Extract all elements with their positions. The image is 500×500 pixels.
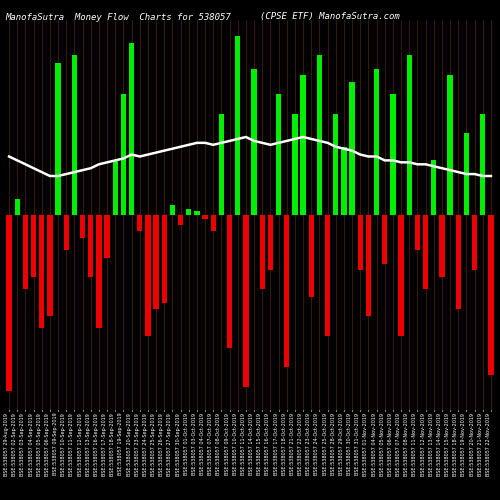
Bar (300, 74, 306, 215)
Bar (390, 94, 396, 215)
Bar (14, 200, 20, 215)
Bar (317, 55, 322, 215)
Bar (210, 215, 216, 230)
Text: ManofaSutra  Money Flow  Charts for 538057: ManofaSutra Money Flow Charts for 538057 (5, 12, 231, 22)
Bar (333, 114, 338, 215)
Bar (382, 215, 388, 264)
Bar (456, 215, 461, 308)
Bar (112, 160, 118, 215)
Bar (406, 55, 412, 215)
Bar (472, 215, 477, 270)
Bar (178, 215, 183, 225)
Bar (431, 160, 436, 215)
Bar (464, 133, 469, 215)
Bar (440, 215, 444, 278)
Bar (129, 44, 134, 215)
Bar (23, 215, 28, 289)
Bar (292, 114, 298, 215)
Bar (227, 215, 232, 348)
Bar (398, 215, 404, 336)
Bar (252, 68, 256, 215)
Bar (235, 36, 240, 215)
Bar (121, 94, 126, 215)
Bar (31, 215, 36, 278)
Text: (CPSE ETF) ManofaSutra.com: (CPSE ETF) ManofaSutra.com (260, 12, 400, 22)
Bar (96, 215, 102, 328)
Bar (88, 215, 94, 278)
Bar (202, 215, 207, 219)
Bar (80, 215, 85, 238)
Bar (48, 215, 52, 316)
Bar (64, 215, 69, 250)
Bar (423, 215, 428, 289)
Bar (260, 215, 265, 289)
Bar (170, 205, 175, 215)
Bar (268, 215, 273, 270)
Bar (56, 63, 60, 215)
Bar (366, 215, 371, 316)
Bar (358, 215, 363, 270)
Bar (448, 74, 452, 215)
Bar (480, 114, 486, 215)
Bar (350, 82, 354, 215)
Bar (308, 215, 314, 297)
Bar (194, 211, 200, 215)
Bar (162, 215, 167, 302)
Bar (186, 209, 192, 215)
Bar (244, 215, 248, 386)
Bar (146, 215, 150, 336)
Bar (39, 215, 44, 328)
Bar (374, 68, 379, 215)
Bar (219, 114, 224, 215)
Bar (154, 215, 158, 308)
Bar (104, 215, 110, 258)
Bar (276, 94, 281, 215)
Bar (6, 215, 12, 390)
Bar (488, 215, 494, 375)
Bar (415, 215, 420, 250)
Bar (137, 215, 142, 230)
Bar (325, 215, 330, 336)
Bar (284, 215, 290, 367)
Bar (342, 147, 346, 215)
Bar (72, 55, 77, 215)
